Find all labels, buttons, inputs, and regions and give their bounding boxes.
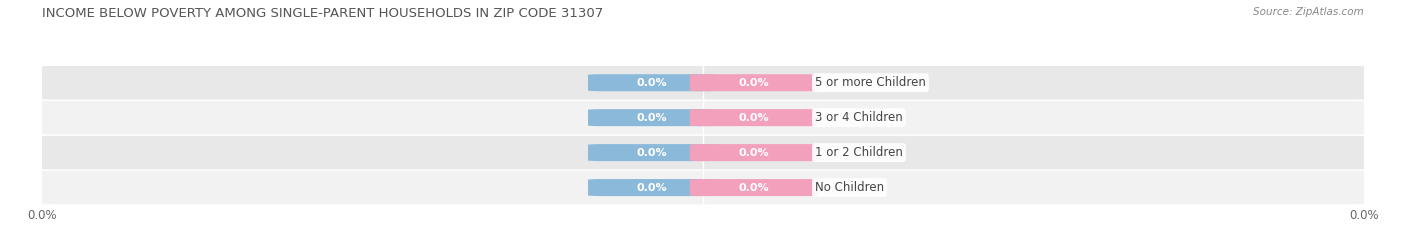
Text: 0.0%: 0.0%	[738, 148, 769, 158]
Text: No Children: No Children	[815, 181, 884, 194]
FancyBboxPatch shape	[35, 171, 1371, 204]
FancyBboxPatch shape	[588, 109, 716, 126]
FancyBboxPatch shape	[588, 144, 716, 161]
Text: 1 or 2 Children: 1 or 2 Children	[815, 146, 903, 159]
Text: 0.0%: 0.0%	[738, 183, 769, 192]
FancyBboxPatch shape	[35, 101, 1371, 134]
Text: 0.0%: 0.0%	[738, 113, 769, 123]
Text: 0.0%: 0.0%	[637, 78, 668, 88]
Text: 0.0%: 0.0%	[637, 148, 668, 158]
FancyBboxPatch shape	[35, 66, 1371, 99]
FancyBboxPatch shape	[588, 74, 716, 91]
Text: INCOME BELOW POVERTY AMONG SINGLE-PARENT HOUSEHOLDS IN ZIP CODE 31307: INCOME BELOW POVERTY AMONG SINGLE-PARENT…	[42, 7, 603, 20]
FancyBboxPatch shape	[588, 179, 716, 196]
Text: 0.0%: 0.0%	[637, 113, 668, 123]
FancyBboxPatch shape	[690, 74, 818, 91]
FancyBboxPatch shape	[690, 144, 818, 161]
FancyBboxPatch shape	[690, 109, 818, 126]
Text: 3 or 4 Children: 3 or 4 Children	[815, 111, 903, 124]
FancyBboxPatch shape	[690, 179, 818, 196]
Text: 5 or more Children: 5 or more Children	[815, 76, 927, 89]
Text: Source: ZipAtlas.com: Source: ZipAtlas.com	[1253, 7, 1364, 17]
Text: 0.0%: 0.0%	[637, 183, 668, 192]
FancyBboxPatch shape	[35, 136, 1371, 169]
Text: 0.0%: 0.0%	[738, 78, 769, 88]
